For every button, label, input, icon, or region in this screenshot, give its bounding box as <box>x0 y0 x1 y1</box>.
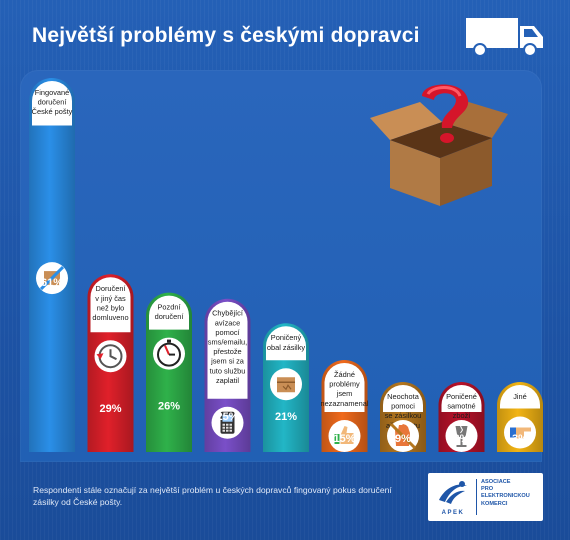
bar-group: Chybějícíavízacepomocísms/emailu,přestož… <box>204 298 251 452</box>
value-label: 26% <box>158 401 180 413</box>
category-label: Jiné <box>513 392 527 401</box>
bar-label-cap <box>207 301 248 399</box>
category-label: tuto službu <box>210 366 246 375</box>
logo-divider <box>476 479 477 515</box>
bar-group: Jiné 3% <box>497 382 543 452</box>
bar-label-cap <box>266 326 306 361</box>
category-label: jsem <box>336 389 353 398</box>
crossed-parcel-icon <box>36 262 68 295</box>
truck-icon <box>466 18 543 57</box>
bar-label-cap <box>324 363 365 412</box>
bar-label-cap <box>441 385 482 412</box>
category-label: Neochota <box>387 392 420 401</box>
mystery-box-icon <box>370 84 508 206</box>
category-label: nezaznamenal <box>320 399 368 408</box>
category-label: se zásilkou <box>385 411 422 420</box>
category-label: Poničené <box>446 392 477 401</box>
broken-glass-icon <box>445 420 478 452</box>
category-label: Poničený <box>271 333 302 342</box>
category-label: v jiný čas <box>95 294 126 303</box>
value-label: 21% <box>275 411 297 423</box>
value-label: 9% <box>395 433 411 445</box>
bar-label-cap <box>90 277 131 333</box>
category-label: obal zásilky <box>267 343 306 352</box>
pointing-hand-icon <box>504 416 536 449</box>
category-label: sms/emailu, <box>208 338 247 347</box>
value-label: 3% <box>512 433 528 445</box>
clock-icon <box>94 340 127 373</box>
category-label: pomoci <box>391 402 415 411</box>
category-label: než bylo <box>97 303 125 312</box>
category-label: samotné <box>447 402 475 411</box>
value-label: 61% <box>41 277 63 289</box>
stopwatch-icon <box>153 337 185 370</box>
category-label: zaplatil <box>216 376 239 385</box>
category-label: přestože <box>213 347 241 356</box>
bar-label-cap <box>383 385 423 412</box>
category-label: domluveno <box>92 313 128 322</box>
logo-line: pro <box>481 486 494 493</box>
value-label: 29% <box>99 403 121 415</box>
stop-hand-icon <box>387 420 419 452</box>
apek-logo-name: APEK <box>441 510 465 516</box>
bar-label-cap <box>500 385 540 409</box>
parcel-icon <box>270 368 302 401</box>
bar <box>146 292 192 452</box>
logo-line: elektronickou <box>481 493 530 500</box>
category-label: pomocí <box>215 328 240 337</box>
bar-label-cap <box>149 295 189 330</box>
apek-logo: APEK Asociace pro elektronickou komerci <box>428 473 543 521</box>
category-label: Pozdní <box>157 303 181 312</box>
category-label: Chybějící <box>212 309 244 318</box>
category-label: Doručení <box>96 284 127 293</box>
category-label: doručení <box>155 312 185 321</box>
thumbs-up-icon <box>328 420 361 452</box>
category-label: doručení <box>38 98 68 107</box>
value-label: 25% <box>216 411 238 423</box>
value-label: 3% <box>454 433 470 445</box>
logo-line: Asociace <box>481 479 511 485</box>
value-label: 15% <box>333 433 355 445</box>
category-label: zboží <box>453 411 472 420</box>
logo-line: komerci <box>481 500 508 507</box>
category-label: problémy <box>329 380 360 389</box>
page-title: Největší problémy s českými dopravci <box>32 24 420 47</box>
mobile-phone-icon <box>211 406 244 439</box>
apek-logo-text: Asociace pro elektronickou komerci <box>481 479 541 508</box>
category-label: Žádné <box>334 370 355 379</box>
category-label: jsem si za <box>210 357 245 366</box>
category-label: Fingované <box>35 88 70 97</box>
apek-logo-mark <box>439 481 467 504</box>
category-label: České pošty <box>32 107 73 116</box>
bar-label-cap <box>32 81 72 126</box>
category-label: avízace <box>215 318 240 327</box>
footer-note: Respondenti stále označují za největší p… <box>33 485 392 507</box>
